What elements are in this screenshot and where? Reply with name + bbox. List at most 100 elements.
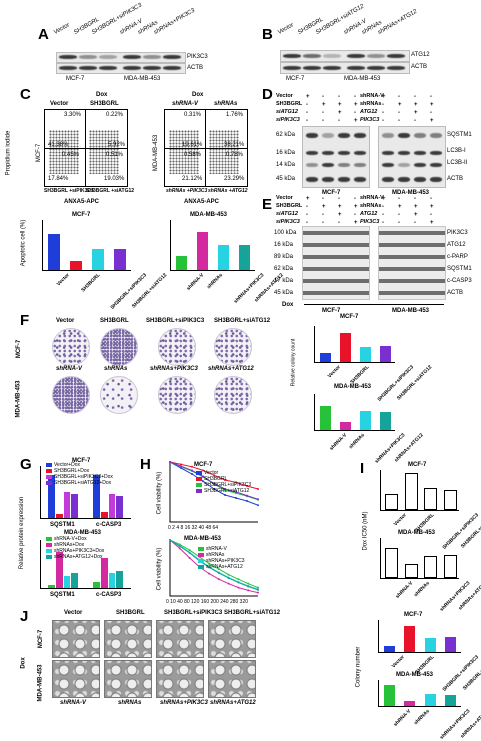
- quadrant-value: 23.29%: [224, 176, 245, 182]
- legend-swatch: [198, 553, 204, 557]
- data-point: [227, 573, 230, 576]
- condition-label: SH3BGRL: [276, 101, 303, 107]
- condition-sign: -: [338, 196, 340, 202]
- quadrant-value: 41.38%: [48, 142, 69, 148]
- cell-line-label: MCF-7: [322, 190, 341, 196]
- cell-line-label: MDA-MB-453: [392, 308, 430, 314]
- condition-sign: +: [338, 212, 342, 218]
- colony-image: [52, 660, 100, 698]
- data-point: [217, 578, 220, 581]
- quadrant-value: 17.84%: [48, 176, 69, 182]
- data-point: [180, 465, 182, 468]
- panel-label-a: A: [38, 26, 49, 43]
- bar: [47, 233, 61, 270]
- bar: [108, 573, 116, 588]
- condition-sign: -: [414, 220, 416, 226]
- bar: [238, 245, 251, 270]
- chart-g-mcf: [40, 466, 131, 519]
- condition-sign: +: [306, 94, 310, 100]
- bar: [217, 245, 230, 270]
- lane-label: shRNAs+PIK3C3: [153, 7, 196, 36]
- condition-sign: -: [382, 220, 384, 226]
- col-label: shRNAs: [214, 101, 238, 107]
- col-label: SH3BGRL: [100, 318, 129, 324]
- bar: [71, 573, 79, 588]
- legend-swatch: [46, 555, 52, 559]
- row-label: MDA-MB-453: [37, 664, 44, 702]
- condition-sign: -: [414, 196, 416, 202]
- col-label: shRNAs+ATG12: [208, 366, 254, 372]
- panel-label-d: D: [262, 86, 273, 103]
- colony-image: [104, 620, 152, 658]
- blot-e-mda: [378, 226, 446, 300]
- bar: [92, 474, 100, 518]
- bar: [55, 513, 63, 518]
- lane-label: shRNAs+ATG12: [377, 8, 419, 36]
- y-axis-label: Relative colony count: [290, 338, 297, 387]
- protein-label: ATG12: [447, 242, 466, 248]
- quadrant-value: 0.31%: [184, 112, 202, 118]
- bar: [175, 256, 188, 270]
- condition-label: shRNAs: [360, 101, 382, 107]
- data-point: [191, 465, 193, 468]
- col-label: shRNAs: [104, 366, 128, 372]
- category-label: Vector: [391, 654, 407, 670]
- legend-swatch: [196, 483, 202, 487]
- condition-label: ATG12: [360, 109, 378, 115]
- condition-sign: -: [382, 110, 384, 116]
- series-line: [169, 539, 259, 594]
- data-point: [257, 591, 259, 594]
- bar: [69, 261, 83, 270]
- blot-a-pik3c3: [56, 52, 186, 63]
- y-axis-label: Apoptotic cell (%): [20, 219, 27, 267]
- bar: [339, 421, 351, 430]
- legend-entry: SH3BGRL+Dox: [46, 468, 113, 474]
- x-tick-labels: 0 10 40 80 120 160 200 240 280 320: [166, 599, 249, 605]
- bar: [116, 496, 124, 518]
- colony-dish: [214, 328, 252, 366]
- category-label: shRNAs: [205, 272, 224, 291]
- legend-entry: shRNA-V: [198, 546, 245, 552]
- bar: [359, 346, 371, 362]
- category-label: shRNA-V: [185, 272, 205, 292]
- condition-sign: +: [414, 102, 418, 108]
- bar: [443, 555, 457, 578]
- category-label: SH3BGRL+siPIK3C3: [109, 272, 149, 311]
- col-label: SH3BGRL+siPIK3C3: [164, 610, 223, 616]
- data-point: [257, 588, 259, 591]
- flow-plot-mcf: [44, 109, 128, 187]
- legend-g-mcf: Vector+Dox SH3BGRL+Dox SH3BGRL+siPIK3C3+Do…: [46, 462, 113, 486]
- condition-sign: -: [338, 94, 340, 100]
- colony-dish: [52, 376, 90, 414]
- data-point: [224, 494, 226, 496]
- chart-title: MCF-7: [72, 458, 91, 464]
- quadrant-value: 0.58%: [184, 152, 202, 158]
- bar: [319, 406, 331, 430]
- condition-label: SH3BGRL: [276, 203, 303, 209]
- condition-sign: -: [430, 212, 432, 218]
- data-point: [208, 562, 211, 565]
- condition-sign: +: [354, 220, 358, 226]
- kda-label: 62 kDa: [274, 266, 294, 272]
- chart-title: MDA-MB-453: [398, 530, 436, 536]
- col-label: shRNA-V: [60, 700, 87, 706]
- legend-label: shRNAs+ATG12+Dox: [54, 554, 103, 560]
- bar: [424, 638, 436, 652]
- series-line: [169, 539, 259, 591]
- legend-swatch: [196, 471, 202, 475]
- x-axis-label: ANXA5-APC: [64, 199, 100, 205]
- category-label: SH3BGRL: [349, 364, 371, 386]
- quadrant-value: 0.78%: [226, 152, 244, 158]
- data-point: [235, 497, 237, 499]
- cell-line-label: MCF-7: [66, 76, 85, 82]
- data-point: [178, 547, 181, 550]
- legend-entry: SH3BGRL+siPIK3C3+Dox: [46, 474, 113, 480]
- category-label: shRNAs: [413, 580, 432, 599]
- blot-b-atg12: [280, 50, 410, 62]
- panel-label-g: G: [20, 456, 32, 473]
- condition-sign: +: [414, 110, 418, 116]
- quadrant-value: 21.12%: [182, 176, 203, 182]
- data-point: [224, 479, 226, 481]
- category-label: c-CASP3: [96, 592, 122, 598]
- chart-axes: [169, 540, 258, 597]
